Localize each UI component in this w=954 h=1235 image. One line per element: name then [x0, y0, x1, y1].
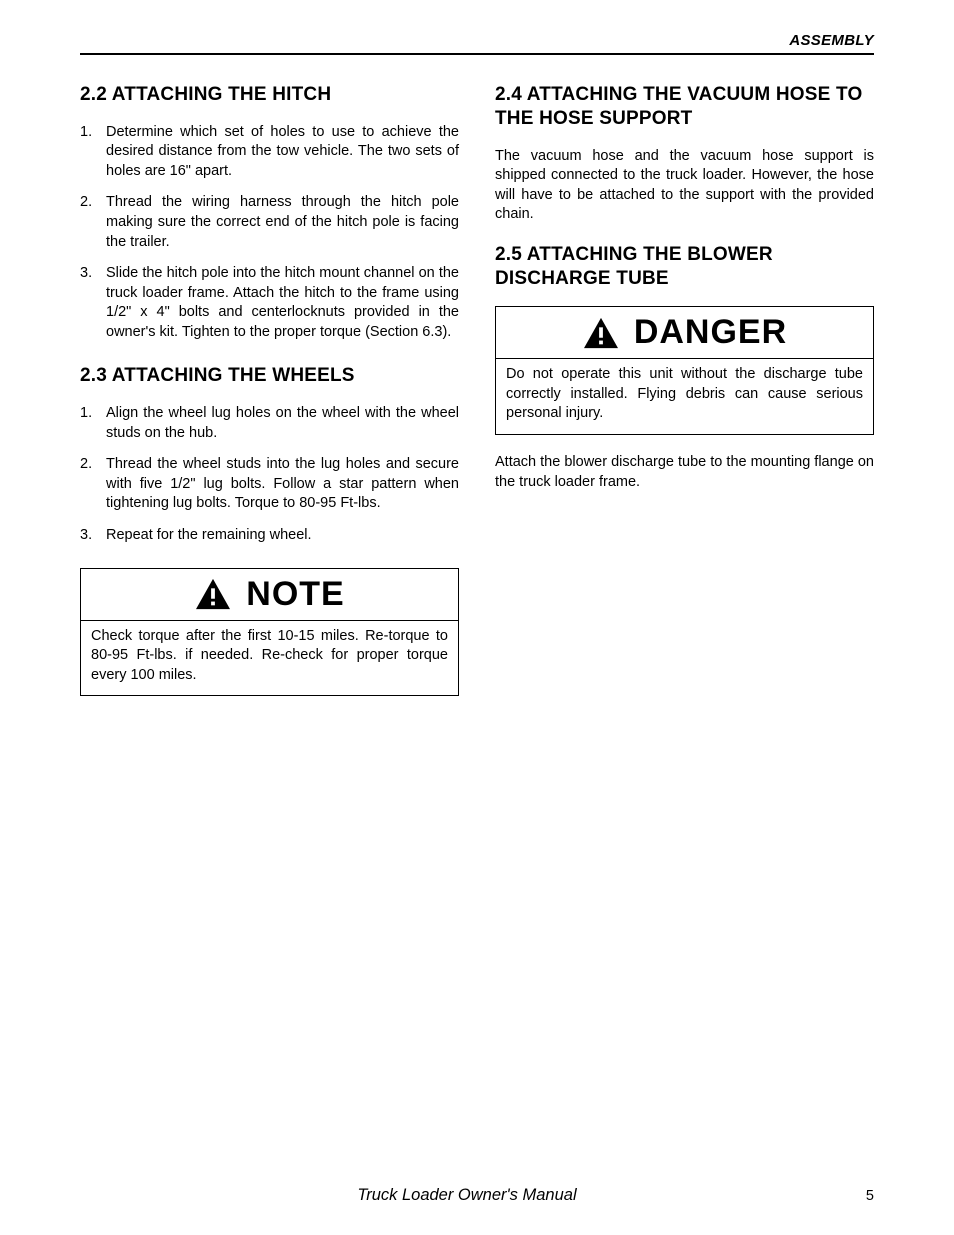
- note-box: NOTE Check torque after the first 10-15 …: [80, 568, 459, 697]
- warning-icon: [582, 316, 620, 350]
- list-2-2: Determine which set of holes to use to a…: [80, 123, 459, 343]
- page-header: ASSEMBLY: [80, 32, 874, 55]
- danger-head: DANGER: [496, 307, 873, 359]
- danger-box: DANGER Do not operate this unit without …: [495, 306, 874, 435]
- heading-2-4: 2.4 ATTACHING THE VACUUM HOSE TO THE HOS…: [495, 83, 874, 131]
- para-2-4: The vacuum hose and the vacuum hose supp…: [495, 147, 874, 225]
- content-columns: 2.2 ATTACHING THE HITCH Determine which …: [80, 83, 874, 714]
- note-head: NOTE: [81, 569, 458, 621]
- danger-body: Do not operate this unit without the dis…: [496, 359, 873, 434]
- footer-manual-title: Truck Loader Owner's Manual: [80, 1186, 854, 1205]
- list-2-3: Align the wheel lug holes on the wheel w…: [80, 404, 459, 545]
- para-after-danger: Attach the blower discharge tube to the …: [495, 453, 874, 492]
- note-title: NOTE: [246, 575, 344, 614]
- footer-page-number: 5: [854, 1188, 874, 1204]
- left-column: 2.2 ATTACHING THE HITCH Determine which …: [80, 83, 459, 714]
- heading-2-5: 2.5 ATTACHING THE BLOWER DISCHARGE TUBE: [495, 243, 874, 291]
- heading-2-3: 2.3 ATTACHING THE WHEELS: [80, 364, 459, 388]
- list-item: Align the wheel lug holes on the wheel w…: [80, 404, 459, 443]
- note-body: Check torque after the first 10-15 miles…: [81, 621, 458, 696]
- list-item: Determine which set of holes to use to a…: [80, 123, 459, 182]
- heading-2-2: 2.2 ATTACHING THE HITCH: [80, 83, 459, 107]
- page-footer: Truck Loader Owner's Manual 5: [80, 1186, 874, 1205]
- list-item: Repeat for the remaining wheel.: [80, 526, 459, 546]
- list-item: Slide the hitch pole into the hitch moun…: [80, 264, 459, 342]
- right-column: 2.4 ATTACHING THE VACUUM HOSE TO THE HOS…: [495, 83, 874, 714]
- page: ASSEMBLY 2.2 ATTACHING THE HITCH Determi…: [0, 0, 954, 714]
- warning-icon: [194, 577, 232, 611]
- danger-title: DANGER: [634, 313, 787, 352]
- list-item: Thread the wheel studs into the lug hole…: [80, 455, 459, 514]
- list-item: Thread the wiring harness through the hi…: [80, 193, 459, 252]
- header-section-label: ASSEMBLY: [80, 32, 874, 49]
